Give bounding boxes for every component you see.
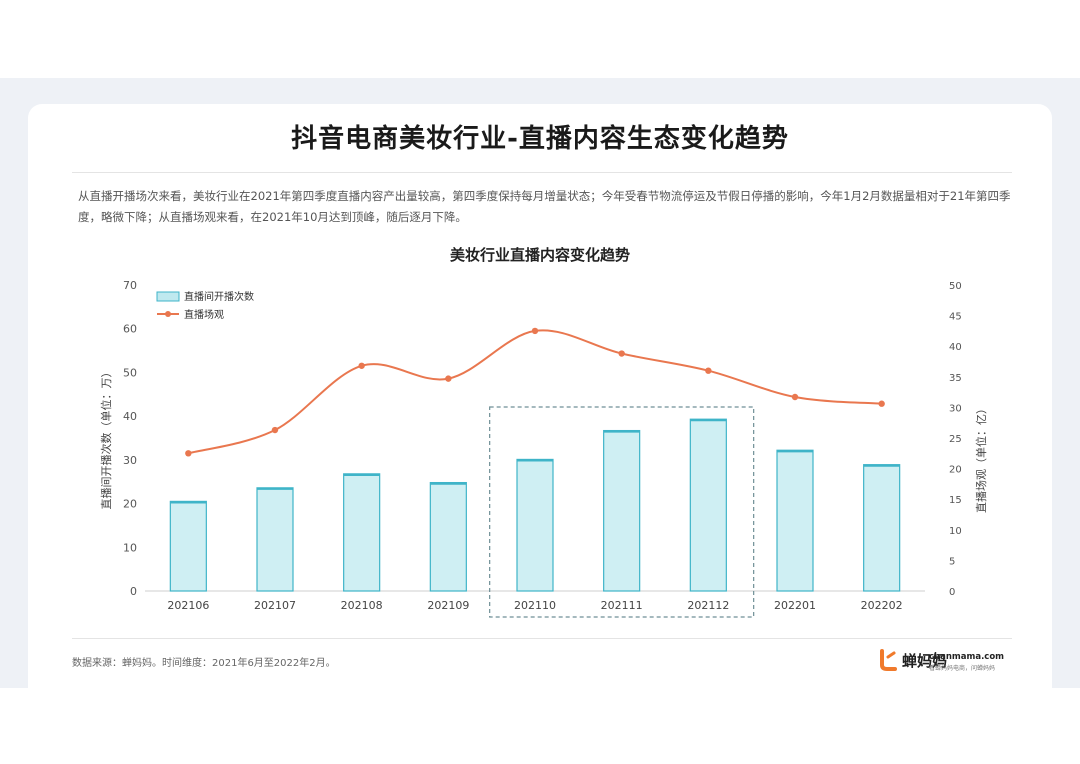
x-tick-label: 202108 <box>341 599 383 612</box>
brand-logo: 蝉妈妈 <box>878 648 947 672</box>
y-tick-label: 70 <box>123 279 137 292</box>
legend-bar-label: 直播间开播次数 <box>184 290 254 303</box>
bar-202107 <box>256 487 294 592</box>
line-point-202109 <box>445 375 452 382</box>
bar-202111 <box>603 429 641 592</box>
y-tick-label: 30 <box>123 454 137 467</box>
y2-tick-label: 20 <box>949 465 962 476</box>
line-point-202111 <box>618 350 625 357</box>
x-tick-label: 202109 <box>427 599 469 612</box>
logo-domain: chanmama.com <box>929 652 1005 662</box>
y2-tick-label: 30 <box>949 403 962 414</box>
y2-tick-label: 5 <box>949 556 955 567</box>
x-tick-label: 202107 <box>254 599 296 612</box>
cicada-logo-icon <box>878 649 898 671</box>
footer-divider <box>72 638 1012 639</box>
highlight-box <box>489 406 755 618</box>
logo-text: 蝉妈妈 <box>902 651 948 670</box>
bar-202201 <box>776 449 814 592</box>
x-tick-label: 202201 <box>774 599 816 612</box>
y2-tick-label: 35 <box>949 373 962 384</box>
x-tick-label: 202202 <box>861 599 903 612</box>
bar-202110 <box>516 458 554 592</box>
y2-tick-label: 0 <box>949 587 955 598</box>
title-divider <box>72 172 1012 173</box>
y2-tick-label: 40 <box>949 342 962 353</box>
y2-tick-label: 25 <box>949 434 962 445</box>
logo-slogan: 看蝉妈妈电商，问蝉妈妈 <box>929 665 996 672</box>
x-tick-label: 202112 <box>687 599 729 612</box>
bar-202112 <box>689 418 727 592</box>
y2-tick-label: 10 <box>949 526 962 537</box>
line-point-202110 <box>531 327 539 335</box>
y-tick-label: 0 <box>130 585 137 598</box>
line-point-202202 <box>878 400 885 407</box>
chart-title: 美妆行业直播内容变化趋势 <box>449 246 630 264</box>
data-source: 数据来源：蝉妈妈。时间维度：2021年6月至2022年2月。 <box>72 658 336 669</box>
legend-line-label: 直播场观 <box>184 308 224 321</box>
y2-tick-label: 50 <box>949 281 962 292</box>
y-tick-label: 50 <box>123 366 137 379</box>
x-tick-label: 202106 <box>167 599 209 612</box>
bar-202108 <box>343 473 381 592</box>
line-point-202201 <box>791 393 799 401</box>
description: 从直播开播场次来看，美妆行业在2021年第四季度直播内容产出量较高，第四季度保持… <box>78 189 1011 224</box>
y2-tick-label: 45 <box>949 312 962 323</box>
y-tick-label: 60 <box>123 323 137 336</box>
bar-202109 <box>429 481 467 592</box>
y-axis-label: 直播间开播次数（单位：万） <box>99 367 113 510</box>
line-point-202107 <box>271 426 279 434</box>
y-tick-label: 20 <box>123 498 137 511</box>
page-title: 抖音电商美妆行业-直播内容生态变化趋势 <box>291 124 789 154</box>
x-tick-label: 202110 <box>514 599 556 612</box>
line-point-202108 <box>358 362 365 369</box>
y2-axis-label: 直播场观（单位：亿） <box>974 403 988 513</box>
x-tick-label: 202111 <box>601 599 643 612</box>
y-tick-label: 10 <box>123 541 137 554</box>
bar-202106 <box>169 500 207 592</box>
y-tick-label: 40 <box>123 410 137 423</box>
legend-line-marker <box>165 311 171 317</box>
y2-tick-label: 15 <box>949 495 962 506</box>
line-point-202106 <box>185 450 192 457</box>
legend-bar-swatch <box>156 291 180 302</box>
line-series-path <box>188 329 882 455</box>
bar-202202 <box>863 464 901 592</box>
line-point-202112 <box>705 367 712 374</box>
